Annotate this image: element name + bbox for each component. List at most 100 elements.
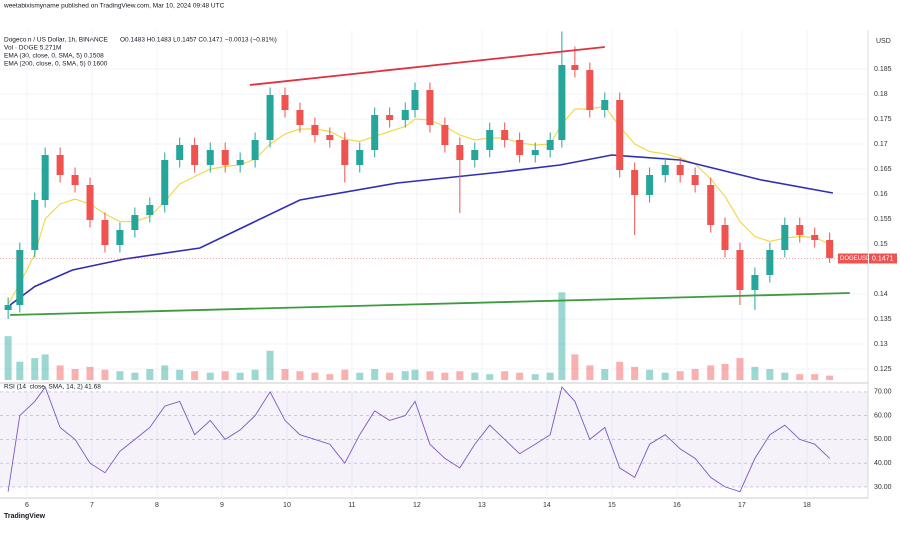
candle-body xyxy=(471,150,479,160)
candle-body xyxy=(161,160,169,205)
candle-body xyxy=(356,150,364,165)
candle-body xyxy=(281,95,289,110)
candle-body xyxy=(721,225,729,250)
candle-body xyxy=(676,165,684,175)
volume-legend: Vol · DOGE 5.271M xyxy=(4,45,61,52)
price-tag xyxy=(869,253,897,264)
y-tick-label: 0.14 xyxy=(874,291,888,298)
volume-bar xyxy=(616,361,624,380)
volume-bar xyxy=(266,350,274,380)
volume-bar xyxy=(311,372,319,380)
trendline xyxy=(249,46,605,86)
volume-bar xyxy=(546,372,554,380)
candle-body xyxy=(751,275,759,290)
y-tick-label: 0.15 xyxy=(874,241,888,248)
volume-bar xyxy=(41,354,49,380)
candle-body xyxy=(707,185,715,225)
candle-body xyxy=(616,100,624,170)
y-tick-label: 0.165 xyxy=(874,166,892,173)
volume-bar xyxy=(707,365,715,380)
volume-bar xyxy=(146,369,154,380)
volume-bar xyxy=(191,371,199,380)
x-tick-label: 10 xyxy=(283,502,291,509)
candle-body xyxy=(661,165,669,175)
rsi-tick-label: 50.00 xyxy=(874,436,892,443)
candle-body xyxy=(206,150,214,165)
volume-bar xyxy=(471,372,479,380)
y-tick-label: 0.13 xyxy=(874,341,888,348)
trendline xyxy=(10,292,850,316)
candle-body xyxy=(41,155,49,200)
candle-body xyxy=(326,135,334,140)
volume-bar xyxy=(31,358,39,380)
volume-bar xyxy=(411,369,419,380)
volume-bar xyxy=(161,365,169,380)
volume-bar xyxy=(531,374,539,380)
candle-body xyxy=(411,90,419,110)
candle-body xyxy=(341,140,349,165)
volume-bar xyxy=(386,372,394,380)
ema30-legend: EMA (30, close, 0, SMA, 5) 0.1508 xyxy=(4,53,104,60)
volume-bar xyxy=(486,374,494,380)
volume-bar xyxy=(296,371,304,380)
volume-bar xyxy=(71,369,79,380)
volume-bar xyxy=(516,372,524,380)
candle-body xyxy=(311,125,319,135)
rsi-tick-label: 60.00 xyxy=(874,412,892,419)
candle-body xyxy=(631,170,639,195)
candle-body xyxy=(101,220,109,245)
x-tick-label: 17 xyxy=(738,502,746,509)
candle-body xyxy=(781,225,789,250)
candle-body xyxy=(826,240,834,258)
candle-body xyxy=(546,140,554,150)
volume-bar xyxy=(586,365,594,380)
y-tick-label: 0.18 xyxy=(874,91,888,98)
volume-bar xyxy=(101,369,109,380)
volume-bar xyxy=(826,375,834,380)
candle-body xyxy=(146,205,154,215)
candle-body xyxy=(266,95,274,140)
x-tick-label: 14 xyxy=(543,502,551,509)
volume-bar xyxy=(56,365,64,380)
y-tick-label: 0.135 xyxy=(874,316,892,323)
candle-body xyxy=(486,130,494,150)
volume-bar xyxy=(501,371,509,380)
candle-body xyxy=(558,65,566,140)
candle-body xyxy=(251,140,259,160)
volume-bar xyxy=(781,372,789,380)
volume-bar xyxy=(116,371,124,380)
candle-body xyxy=(456,145,464,160)
candle-body xyxy=(131,215,139,230)
volume-bar xyxy=(356,372,364,380)
volume-bar xyxy=(206,372,214,380)
volume-bar xyxy=(558,292,566,380)
volume-bar xyxy=(426,371,434,380)
x-tick-label: 12 xyxy=(413,502,421,509)
symbol-tag-label: DOGEUSD xyxy=(840,256,871,262)
candle-body xyxy=(16,250,24,305)
candle-body xyxy=(401,110,409,120)
x-tick-label: 8 xyxy=(155,502,159,509)
candle-body xyxy=(691,175,699,185)
volume-bar xyxy=(4,336,12,380)
rsi-tick-label: 40.00 xyxy=(874,460,892,467)
candle-body xyxy=(4,305,12,310)
volume-bar xyxy=(236,372,244,380)
y-tick-label: 0.175 xyxy=(874,116,892,123)
candle-body xyxy=(531,150,539,155)
rsi-line xyxy=(7,386,831,493)
volume-bar xyxy=(221,371,229,380)
candle-body xyxy=(586,70,594,110)
volume-bar xyxy=(176,369,184,380)
candle-body xyxy=(116,230,124,245)
volume-bar xyxy=(736,358,744,380)
candle-body xyxy=(601,100,609,110)
volume-bar xyxy=(661,372,669,380)
candle-body xyxy=(191,145,199,165)
rsi-tick-label: 70.00 xyxy=(874,389,892,396)
ema200-legend: EMA (200, close, 0, SMA, 5) 0.1600 xyxy=(4,61,108,68)
volume-bar xyxy=(646,369,654,380)
volume-bar xyxy=(456,371,464,380)
volume-bar xyxy=(676,371,684,380)
